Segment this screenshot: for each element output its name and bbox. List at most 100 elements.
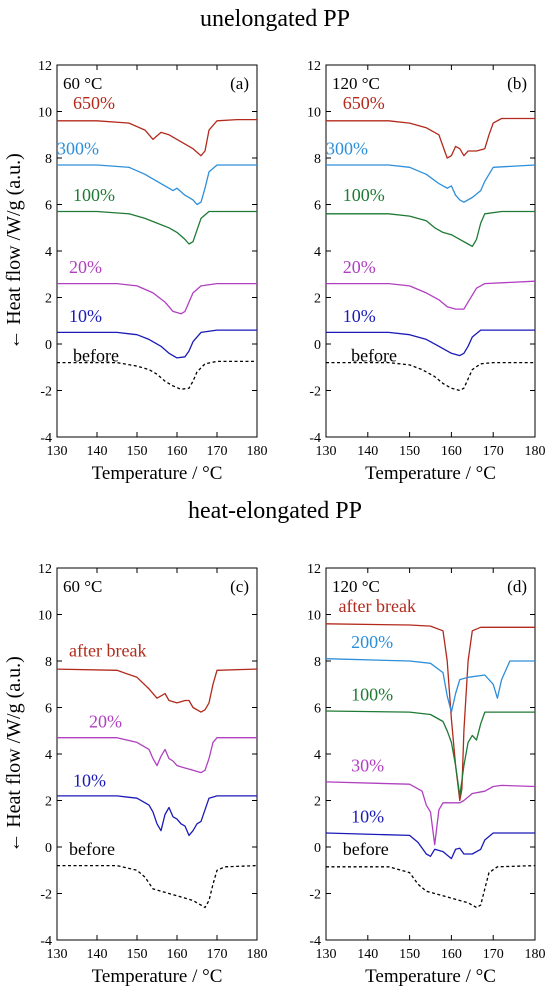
panel-label: (c): [230, 577, 249, 596]
series-label: 300%: [326, 139, 368, 159]
y-tick-label: 0: [45, 841, 52, 856]
plot-frame-c: [56, 567, 258, 941]
title-heat-elongated: heat-elongated PP: [188, 498, 362, 524]
y-tick-label: 12: [38, 59, 52, 74]
y-tick-label: 6: [314, 199, 321, 214]
series-line-before: [57, 360, 257, 390]
y-tick-label: 8: [314, 655, 321, 670]
y-tick-label: 8: [45, 655, 52, 670]
x-tick-label: 150: [399, 947, 420, 962]
y-tick-label: 4: [45, 748, 52, 763]
series-label: 10%: [73, 771, 106, 791]
y-tick-label: 2: [45, 292, 52, 307]
series-line-100-: [57, 210, 257, 245]
y-tick-label: -4: [309, 934, 321, 949]
series-label: 20%: [69, 257, 102, 277]
y-tick-label: 0: [45, 338, 52, 353]
y-tick-label: 10: [38, 609, 52, 624]
series-line-650-: [326, 117, 535, 159]
condition-label: 60 °C: [63, 74, 102, 93]
condition-label: 120 °C: [332, 74, 380, 93]
x-tick-label: 130: [316, 444, 337, 459]
series-label: 20%: [343, 257, 376, 277]
series-label: 100%: [351, 685, 393, 705]
series-label: after break: [339, 596, 416, 616]
series-line-10-: [325, 832, 535, 860]
series-label: 100%: [73, 185, 115, 205]
series-line-200-: [325, 658, 535, 713]
x-tick-label: 130: [47, 444, 68, 459]
series-label: before: [351, 345, 397, 365]
y-tick-label: 6: [45, 199, 52, 214]
panel-label: (b): [507, 74, 527, 93]
y-tick-label: 4: [314, 748, 321, 763]
x-tick-label: 130: [316, 947, 337, 962]
x-tick-label: 150: [127, 444, 148, 459]
series-line-300-: [326, 164, 536, 203]
y-tick-label: -2: [309, 385, 321, 400]
series-label: after break: [69, 640, 146, 660]
series-label: before: [69, 839, 115, 859]
y-tick-label: 10: [38, 106, 52, 121]
series-line-30-: [325, 781, 536, 846]
x-tick-label: 140: [357, 947, 378, 962]
y-tick-label: 12: [307, 59, 321, 74]
x-axis-label: Temperature / °C: [92, 966, 223, 987]
series-label: 20%: [89, 711, 122, 731]
x-tick-label: 180: [247, 444, 268, 459]
y-tick-label: 0: [314, 841, 321, 856]
y-tick-label: 10: [307, 609, 321, 624]
series-line-20-: [326, 280, 536, 310]
condition-label: 60 °C: [63, 577, 102, 596]
x-tick-label: 160: [167, 444, 188, 459]
series-line-20-: [57, 737, 257, 774]
y-tick-label: 2: [45, 795, 52, 810]
series-label: 300%: [57, 139, 99, 159]
series-line-before: [57, 864, 258, 909]
y-tick-label: -4: [309, 431, 321, 446]
series-line-100-: [326, 210, 535, 248]
x-tick-label: 180: [525, 947, 546, 962]
y-tick-label: -2: [309, 888, 321, 903]
x-tick-label: 180: [247, 947, 268, 962]
y-tick-label: 0: [314, 338, 321, 353]
y-tick-label: 8: [314, 152, 321, 167]
y-tick-label: -4: [40, 934, 52, 949]
panel-label: (d): [507, 577, 527, 596]
y-tick-label: 10: [307, 106, 321, 121]
title-unelongated: unelongated PP: [200, 6, 350, 32]
series-line-10-: [57, 329, 257, 359]
x-tick-label: 140: [87, 947, 108, 962]
y-tick-label: 8: [45, 152, 52, 167]
series-label: 650%: [73, 93, 115, 113]
y-tick-label: 4: [45, 245, 52, 260]
series-line-20-: [57, 282, 257, 315]
series-label: 10%: [351, 807, 384, 827]
x-tick-label: 140: [87, 444, 108, 459]
series-line-650-: [57, 118, 257, 157]
series-label: 200%: [351, 632, 393, 652]
y-tick-label: 2: [314, 795, 321, 810]
series-label: before: [73, 345, 119, 365]
series-label: before: [343, 839, 389, 859]
x-axis-label: Temperature / °C: [365, 463, 496, 484]
x-tick-label: 130: [47, 947, 68, 962]
x-axis-label: Temperature / °C: [365, 966, 496, 987]
y-tick-label: 6: [314, 702, 321, 717]
y-tick-label: -4: [40, 431, 52, 446]
series-line-10-: [57, 795, 257, 837]
series-label: 30%: [351, 755, 384, 775]
y-tick-label: 6: [45, 702, 52, 717]
series-line-after-break: [56, 668, 258, 713]
y-tick-label: 12: [38, 562, 52, 577]
series-line-before: [326, 361, 535, 392]
series-label: 10%: [69, 306, 102, 326]
x-tick-label: 150: [127, 947, 148, 962]
series-line-10-: [326, 329, 535, 357]
x-axis-label: Temperature / °C: [92, 463, 223, 484]
x-tick-label: 140: [357, 444, 378, 459]
x-tick-label: 180: [525, 444, 546, 459]
y-tick-label: 2: [314, 292, 321, 307]
series-label: 100%: [343, 185, 385, 205]
x-tick-label: 160: [167, 947, 188, 962]
